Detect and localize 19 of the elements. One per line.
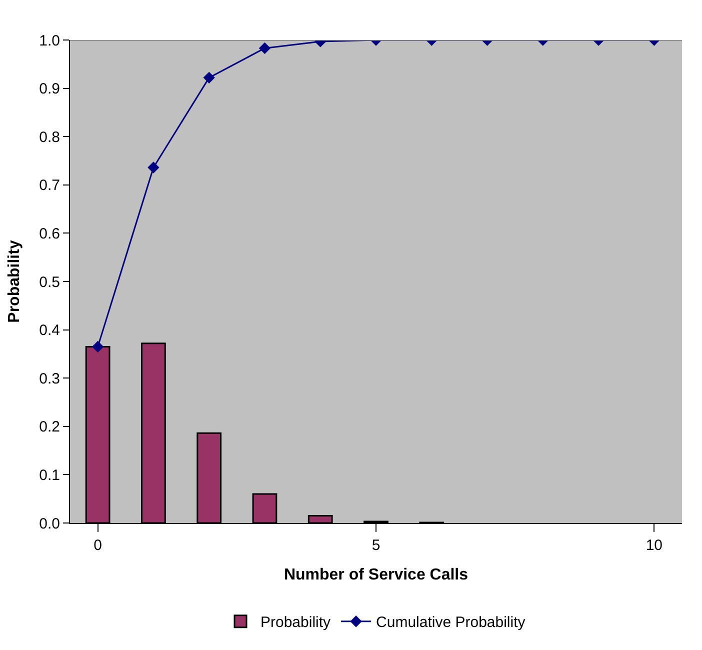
- point: [92, 340, 104, 353]
- y-tick-label: 0.2: [39, 418, 60, 436]
- x-tick-label: 0: [94, 537, 102, 554]
- y-tick-label: 0.8: [39, 128, 60, 146]
- y-tick-label: 0.1: [39, 466, 60, 484]
- y-tick-label: 0.5: [39, 274, 60, 291]
- y-tick-label: 0.9: [39, 80, 60, 98]
- x-tick-label: 10: [646, 537, 663, 554]
- y-tick-label: 0.0: [39, 515, 60, 532]
- x-tick-label: 5: [372, 537, 380, 554]
- y-tick-label: 0.7: [39, 177, 60, 194]
- legend-label: Cumulative Probability: [376, 614, 526, 632]
- x-axis-title: Number of Service Calls: [284, 566, 468, 584]
- y-tick-label: 0.4: [39, 322, 60, 340]
- y-tick-label: 0.3: [39, 370, 60, 388]
- y-axis-title: Probability: [6, 240, 24, 323]
- legend-label: Probability: [260, 614, 332, 632]
- y-tick-label: 1.0: [39, 32, 60, 50]
- y-tick-label: 0.6: [39, 225, 60, 242]
